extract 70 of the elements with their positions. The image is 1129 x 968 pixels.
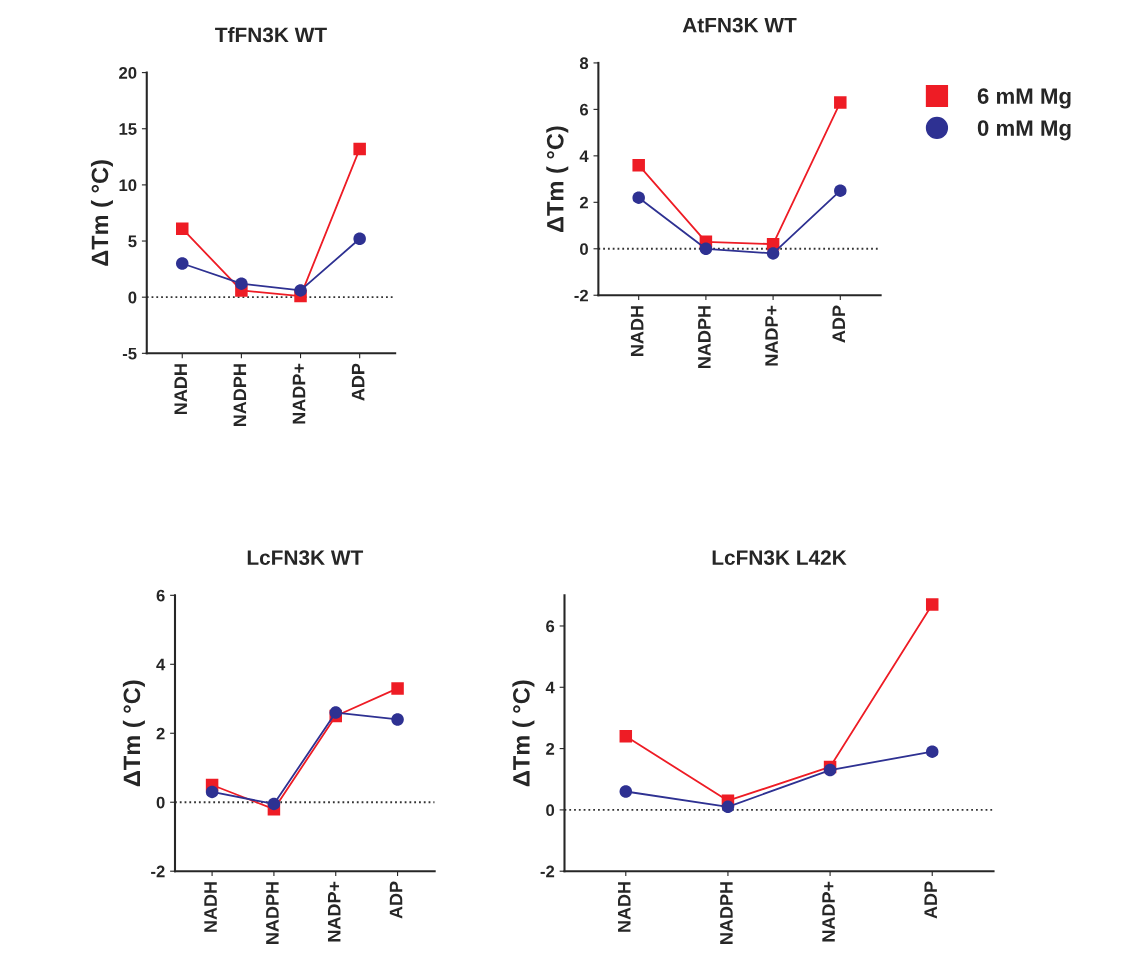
point <box>721 800 735 814</box>
point <box>391 682 404 695</box>
point <box>619 785 633 798</box>
legend-label: 6 mM Mg <box>977 88 1071 109</box>
y-tick-label: 8 <box>579 57 589 70</box>
x-tick-label: NADP+ <box>765 305 778 366</box>
legend-label: 0 mM Mg <box>977 120 1071 141</box>
point <box>205 785 219 799</box>
y-tick-label: 5 <box>128 235 137 248</box>
y-tick-label: 0 <box>128 291 137 304</box>
y-axis-title: ΔTm ( °C) <box>122 680 145 787</box>
chart-title: TfFN3K WT <box>215 26 327 43</box>
point <box>391 713 404 726</box>
x-tick-label: ADP <box>389 881 403 919</box>
y-tick-label: 20 <box>119 67 137 79</box>
point <box>834 184 847 197</box>
x-tick-label: NADP+ <box>327 881 341 942</box>
point <box>353 232 366 246</box>
x-tick-label: NADP+ <box>822 881 835 942</box>
point <box>619 730 633 743</box>
x-tick-label: NADPH <box>698 306 711 368</box>
chart-title: LcFN3K L42K <box>712 550 847 565</box>
y-tick-label: 2 <box>546 742 555 755</box>
x-tick-label: NADPH <box>233 364 247 427</box>
y-axis-title: ΔTm ( °C) <box>512 680 535 787</box>
point <box>632 191 645 204</box>
y-tick-label: -5 <box>122 347 137 360</box>
y-tick-label: 15 <box>119 123 137 135</box>
x-tick-label: ADP <box>351 363 365 401</box>
y-tick-label: -2 <box>540 865 555 878</box>
point <box>925 598 939 611</box>
y-tick-label: -2 <box>574 289 588 302</box>
x-tick-label: ADP <box>924 881 937 919</box>
y-tick-label: 6 <box>546 620 555 633</box>
y-tick-label: 10 <box>119 179 137 192</box>
x-tick-label: NADP+ <box>292 363 306 424</box>
point <box>353 142 366 156</box>
y-tick-label: 0 <box>546 804 555 817</box>
y-tick-label: 2 <box>156 727 165 740</box>
x-tick-label: NADH <box>630 306 644 356</box>
x-tick-label: NADH <box>204 882 217 932</box>
point <box>632 158 645 172</box>
x-tick-label: NADPH <box>720 882 733 944</box>
x-tick-label: NADH <box>618 882 631 932</box>
y-tick-label: 6 <box>156 589 165 602</box>
y-axis-title: ΔTm ( °C) <box>546 126 569 232</box>
y-tick-label: -2 <box>151 865 165 878</box>
point <box>699 242 713 256</box>
y-tick-label: 0 <box>156 796 165 809</box>
point <box>176 222 189 235</box>
y-tick-label: 4 <box>156 658 166 671</box>
point <box>267 797 281 811</box>
y-tick-label: 4 <box>545 681 555 694</box>
chart-title: AtFN3K WT <box>682 17 797 33</box>
point <box>834 96 847 109</box>
x-tick-label: NADH <box>174 364 187 414</box>
point <box>766 247 780 260</box>
y-tick-label: 4 <box>579 150 589 162</box>
point <box>176 257 189 270</box>
point <box>235 277 248 290</box>
chart-title: LcFN3K WT <box>247 550 364 565</box>
y-tick-label: 0 <box>580 243 588 255</box>
point <box>294 284 307 297</box>
point <box>925 745 939 758</box>
y-axis-title: ΔTm ( °C) <box>90 160 113 266</box>
x-tick-label: NADPH <box>266 882 279 944</box>
y-tick-label: 2 <box>579 196 588 209</box>
point <box>329 706 342 719</box>
x-tick-label: ADP <box>832 305 845 343</box>
y-tick-label: 6 <box>579 103 589 116</box>
